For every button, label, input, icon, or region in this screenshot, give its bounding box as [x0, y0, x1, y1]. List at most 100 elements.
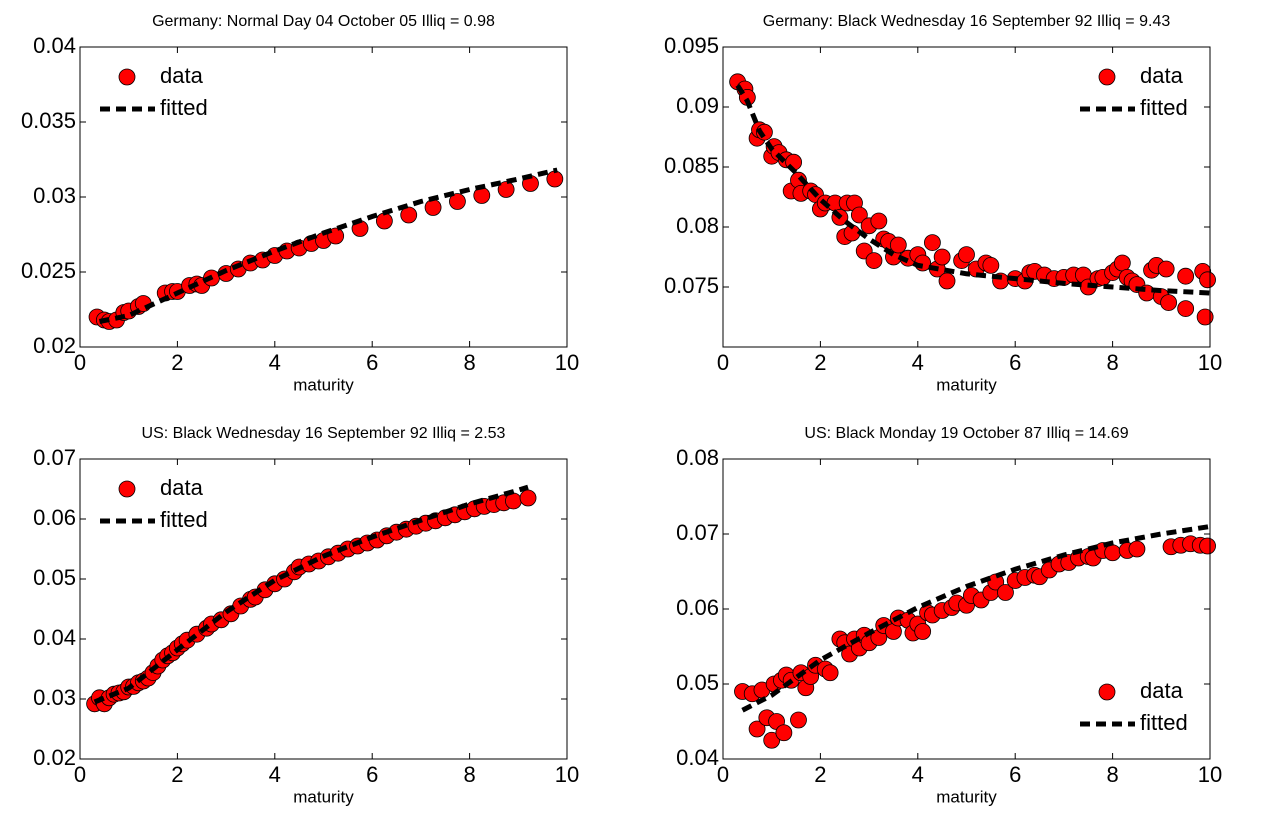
data-point	[546, 170, 564, 188]
subplot: Germany: Black Wednesday 16 September 92…	[664, 13, 1222, 394]
x-tick-label: 10	[1198, 762, 1222, 787]
data-point	[449, 193, 466, 210]
data-point	[1160, 294, 1178, 312]
x-tick-label: 8	[463, 350, 475, 375]
data-point	[1157, 260, 1175, 278]
data-point	[933, 248, 951, 266]
legend-label: data	[1140, 63, 1184, 88]
y-tick-label: 0.02	[33, 745, 76, 770]
y-tick-label: 0.08	[676, 445, 719, 470]
x-tick-label: 6	[366, 350, 378, 375]
y-tick-label: 0.03	[33, 685, 76, 710]
data-point	[1128, 540, 1146, 558]
y-tick-label: 0.03	[33, 183, 76, 208]
axes-frame	[722, 458, 1211, 760]
x-tick-label: 2	[814, 350, 826, 375]
data-point	[424, 199, 442, 216]
x-tick-label: 6	[366, 762, 378, 787]
x-tick-label: 6	[1009, 350, 1021, 375]
data-point	[958, 246, 975, 264]
x-tick-label: 4	[269, 762, 281, 787]
data-point	[400, 206, 418, 224]
y-tick-label: 0.09	[676, 93, 719, 118]
legend-marker	[1098, 68, 1116, 86]
legend-marker	[1098, 683, 1116, 701]
chart-title: US: Black Monday 19 October 87 Illiq = 1…	[804, 425, 1128, 442]
y-tick-label: 0.02	[33, 333, 76, 358]
y-tick-label: 0.025	[21, 258, 76, 283]
fitted-line	[741, 524, 1211, 713]
legend-label: data	[160, 63, 204, 88]
x-tick-label: 0	[717, 350, 729, 375]
chart-title: US: Black Wednesday 16 September 92 Illi…	[142, 425, 506, 442]
y-tick-label: 0.095	[664, 33, 719, 58]
data-point	[775, 724, 793, 742]
data-point	[790, 711, 807, 729]
data-point	[1199, 537, 1216, 555]
data-point	[1196, 308, 1214, 326]
legend-label: fitted	[160, 507, 208, 532]
y-tick-label: 0.06	[33, 505, 76, 530]
y-tick-label: 0.05	[33, 565, 76, 590]
y-tick-label: 0.08	[676, 213, 719, 238]
legend-label: fitted	[160, 95, 208, 120]
data-point	[1113, 254, 1131, 272]
y-tick-label: 0.04	[33, 625, 76, 650]
data-point	[748, 720, 766, 738]
legend-label: data	[1140, 678, 1184, 703]
subplot: US: Black Monday 19 October 87 Illiq = 1…	[676, 425, 1222, 806]
y-tick-label: 0.07	[676, 520, 719, 545]
y-tick-label: 0.07	[33, 445, 76, 470]
data-point	[982, 256, 1000, 274]
x-tick-label: 0	[717, 762, 729, 787]
x-tick-label: 6	[1009, 762, 1021, 787]
axes-frame	[79, 46, 568, 348]
y-tick-label: 0.05	[676, 670, 719, 695]
data-point	[1199, 271, 1216, 289]
x-tick-label: 10	[555, 762, 579, 787]
legend-label: fitted	[1140, 95, 1188, 120]
data-point	[938, 272, 956, 290]
chart-title: Germany: Black Wednesday 16 September 92…	[763, 13, 1171, 30]
fitted-line	[98, 167, 558, 324]
axes-frame	[722, 46, 1211, 348]
legend-marker	[118, 480, 136, 498]
data-point	[1177, 300, 1195, 318]
legend-label: fitted	[1140, 710, 1188, 735]
x-tick-label: 10	[1198, 350, 1222, 375]
y-tick-label: 0.04	[33, 33, 76, 58]
data-point	[497, 181, 515, 198]
data-point	[1104, 544, 1121, 562]
y-tick-label: 0.085	[664, 153, 719, 178]
x-tick-label: 8	[1106, 762, 1118, 787]
x-tick-label: 0	[74, 350, 86, 375]
data-point	[375, 212, 393, 230]
x-axis-label: maturity	[936, 375, 997, 394]
data-point	[889, 236, 907, 254]
y-tick-label: 0.06	[676, 595, 719, 620]
x-axis-label: maturity	[293, 787, 354, 806]
y-tick-label: 0.04	[676, 745, 719, 770]
x-tick-label: 2	[171, 762, 183, 787]
legend-marker	[118, 68, 136, 86]
x-tick-label: 2	[171, 350, 183, 375]
subplot: US: Black Wednesday 16 September 92 Illi…	[33, 425, 579, 806]
data-point	[519, 489, 537, 507]
data-point	[914, 623, 932, 640]
x-tick-label: 0	[74, 762, 86, 787]
axes-frame	[79, 458, 568, 760]
legend-label: data	[160, 475, 204, 500]
x-axis-label: maturity	[293, 375, 354, 394]
data-point	[850, 206, 868, 224]
data-point	[1177, 267, 1195, 285]
subplot: Germany: Normal Day 04 October 05 Illiq …	[21, 13, 579, 394]
data-point	[821, 664, 839, 682]
y-tick-label: 0.035	[21, 108, 76, 133]
x-tick-label: 10	[555, 350, 579, 375]
y-tick-label: 0.075	[664, 273, 719, 298]
x-axis-label: maturity	[936, 787, 997, 806]
x-tick-label: 8	[1106, 350, 1118, 375]
x-tick-label: 4	[269, 350, 281, 375]
chart-title: Germany: Normal Day 04 October 05 Illiq …	[152, 13, 495, 30]
